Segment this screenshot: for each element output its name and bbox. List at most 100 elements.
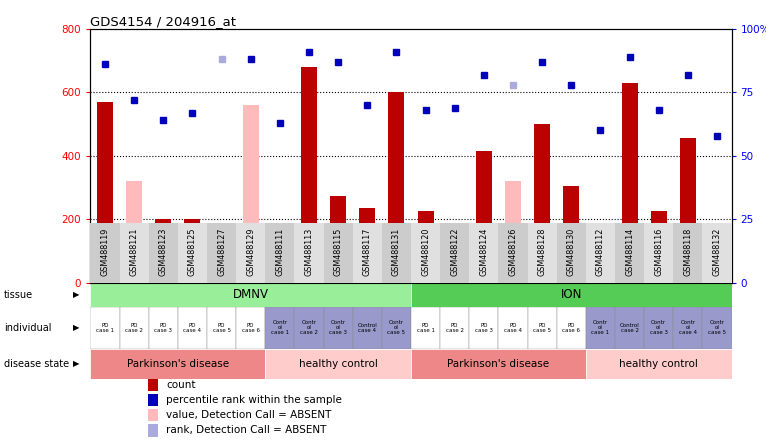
Bar [673,223,702,283]
Bar [563,186,579,283]
Bar [323,307,352,349]
Bar [470,307,499,349]
Text: healthy control: healthy control [619,359,698,369]
Text: PD
case 5: PD case 5 [212,323,231,333]
Bar [178,223,207,283]
Text: ▶: ▶ [73,359,79,368]
Text: GSM488130: GSM488130 [567,228,576,276]
Bar [155,219,172,283]
Bar [97,102,113,283]
Bar [557,307,586,349]
Text: percentile rank within the sample: percentile rank within the sample [166,395,342,405]
Bar [381,223,411,283]
Bar [592,234,608,283]
Bar [294,223,323,283]
Text: GSM488124: GSM488124 [480,228,488,276]
Text: PD
case 2: PD case 2 [125,323,143,333]
Text: PD
case 4: PD case 4 [504,323,522,333]
Bar [411,349,586,379]
Bar [557,223,586,283]
Bar [411,307,440,349]
Text: rank, Detection Call = ABSENT: rank, Detection Call = ABSENT [166,425,326,436]
Text: Control
case 4: Control case 4 [358,323,377,333]
Text: PD
case 2: PD case 2 [446,323,463,333]
Text: Contr
ol
case 1: Contr ol case 1 [591,320,610,335]
Text: ION: ION [561,288,582,301]
Text: GSM488131: GSM488131 [392,228,401,276]
Text: PD
case 4: PD case 4 [183,323,201,333]
Bar [352,307,381,349]
Text: GSM488121: GSM488121 [129,228,139,276]
Bar [476,151,492,283]
Bar [586,307,615,349]
Bar [149,223,178,283]
Bar [388,92,404,283]
Text: GSM488118: GSM488118 [683,228,692,276]
Bar [650,211,666,283]
Text: PD
case 6: PD case 6 [242,323,260,333]
Bar [148,409,159,421]
Bar [411,223,440,283]
Text: PD
case 1: PD case 1 [417,323,434,333]
Bar [207,307,236,349]
Bar [679,139,696,283]
Text: Contr
ol
case 3: Contr ol case 3 [650,320,668,335]
Bar [330,195,346,283]
Bar [505,181,521,283]
Bar [644,223,673,283]
Bar [352,223,381,283]
Text: PD
case 3: PD case 3 [154,323,172,333]
Bar [709,234,725,283]
Bar [214,251,230,283]
Bar [185,219,201,283]
Text: GSM488119: GSM488119 [100,228,110,276]
Bar [470,223,499,283]
Text: disease state: disease state [4,359,69,369]
Bar [265,223,294,283]
Bar [411,283,732,307]
Text: Contr
ol
case 5: Contr ol case 5 [388,320,405,335]
Text: GSM488123: GSM488123 [159,228,168,276]
Bar [615,223,644,283]
Text: count: count [166,380,195,390]
Text: Contr
ol
case 5: Contr ol case 5 [708,320,726,335]
Text: GSM488112: GSM488112 [596,228,605,276]
Bar [126,181,142,283]
Bar [272,224,288,283]
Bar [236,223,265,283]
Text: GSM488117: GSM488117 [363,228,372,276]
Text: Parkinson's disease: Parkinson's disease [447,359,549,369]
Bar [417,211,434,283]
Bar [586,223,615,283]
Text: Control
case 2: Control case 2 [620,323,640,333]
Text: PD
case 5: PD case 5 [533,323,551,333]
Bar [243,105,259,283]
Bar [148,379,159,391]
Bar [90,223,119,283]
Bar [148,394,159,406]
Bar [644,307,673,349]
Text: ▶: ▶ [73,323,79,332]
Bar [499,223,528,283]
Text: GDS4154 / 204916_at: GDS4154 / 204916_at [90,15,237,28]
Bar [236,307,265,349]
Text: GSM488129: GSM488129 [246,228,255,276]
Bar [673,307,702,349]
Text: PD
case 3: PD case 3 [475,323,493,333]
Bar [301,67,317,283]
Bar [207,223,236,283]
Bar [178,307,207,349]
Text: tissue: tissue [4,290,33,300]
Text: GSM488122: GSM488122 [450,228,459,276]
Bar [359,208,375,283]
Text: GSM488125: GSM488125 [188,228,197,276]
Bar [149,307,178,349]
Text: Parkinson's disease: Parkinson's disease [126,359,229,369]
Text: GSM488113: GSM488113 [304,228,313,276]
Text: Contr
ol
case 1: Contr ol case 1 [271,320,289,335]
Bar [294,307,323,349]
Bar [702,307,732,349]
Bar [265,307,294,349]
Bar [90,307,119,349]
Bar [265,349,411,379]
